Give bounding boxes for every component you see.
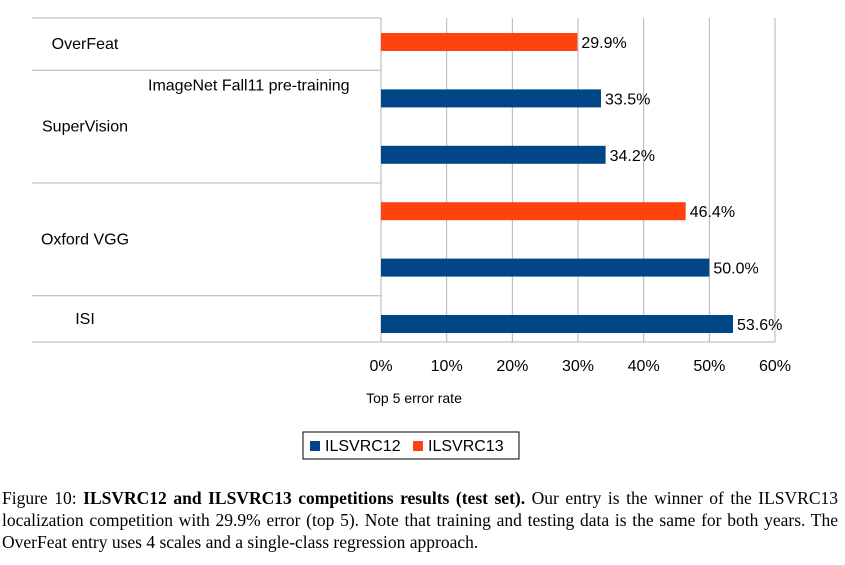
data-label: 33.5%	[605, 91, 650, 108]
legend-swatch	[413, 441, 423, 451]
data-label: 34.2%	[610, 148, 655, 165]
category-label: OverFeat	[52, 36, 119, 53]
bar	[381, 33, 578, 51]
x-tick-label: 40%	[628, 358, 660, 375]
x-tick-labels: 0% 10% 20% 30% 40% 50% 60%	[369, 358, 791, 375]
bar	[381, 202, 686, 221]
caption-prefix: Figure 10:	[2, 488, 84, 508]
bar-note: ImageNet Fall11 pre-training	[148, 77, 350, 94]
bars-group: 29.9% 33.5% ImageNet Fall11 pre-training 34…	[148, 33, 782, 334]
bar	[381, 315, 733, 333]
legend-box	[302, 431, 520, 460]
bar	[381, 258, 710, 277]
caption-text: Our entry is the winner of the ILSVRC13 …	[2, 488, 838, 552]
bar-chart: OverFeat SuperVision Oxford VGG ISI 29.9% 33…	[32, 17, 791, 460]
x-axis-label: Top 5 error rate	[366, 390, 462, 406]
caption-bold: ILSVRC12 and ILSVRC13 competitions resul…	[83, 488, 526, 508]
legend: ILSVRC12 ILSVRC13	[302, 431, 520, 460]
x-tick-label: 60%	[759, 358, 791, 375]
bar	[381, 145, 606, 164]
gridlines	[380, 18, 776, 342]
legend-swatch	[310, 441, 320, 451]
x-tick-label: 30%	[562, 358, 594, 375]
legend-label: ILSVRC12	[325, 438, 401, 455]
category-lines: OverFeat SuperVision Oxford VGG ISI	[32, 17, 775, 343]
x-tick-label: 0%	[369, 358, 392, 375]
bar	[381, 89, 601, 108]
data-label: 46.4%	[690, 204, 735, 221]
x-tick-label: 10%	[431, 358, 463, 375]
x-tick-label: 20%	[496, 358, 528, 375]
category-label: ISI	[75, 311, 95, 328]
category-label: Oxford VGG	[41, 231, 129, 248]
figure-caption: Figure 10: ILSVRC12 and ILSVRC13 competi…	[2, 487, 838, 553]
legend-label: ILSVRC13	[428, 438, 504, 455]
data-label: 53.6%	[737, 317, 782, 334]
x-tick-label: 50%	[693, 358, 725, 375]
data-label: 50.0%	[713, 261, 758, 278]
category-label: SuperVision	[42, 119, 128, 136]
data-label: 29.9%	[581, 35, 626, 52]
